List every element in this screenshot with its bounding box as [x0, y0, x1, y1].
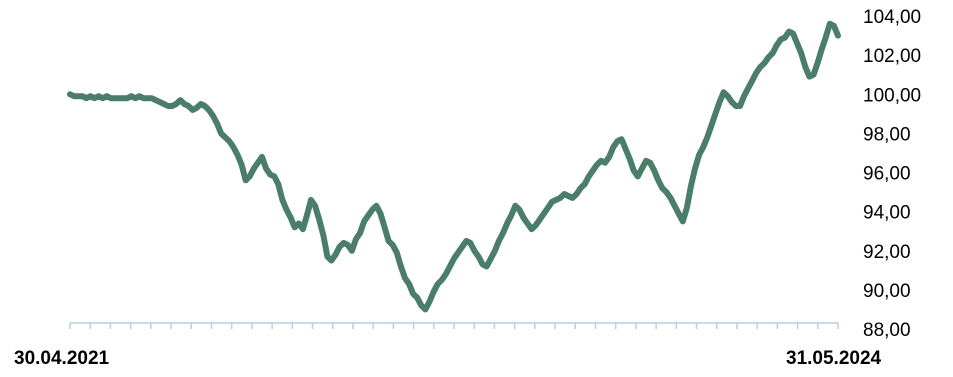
- price-series-line: [67, 20, 841, 313]
- y-tick-label: 90,00: [863, 281, 911, 302]
- x-axis-ticks: [69, 323, 839, 329]
- x-end-date-label: 31.05.2024: [786, 348, 882, 369]
- y-axis-labels: 104,00 102,00 100,00 98,00 96,00 94,00 92,00 90…: [863, 7, 921, 341]
- y-tick-label: 104,00: [863, 7, 921, 28]
- x-start-date-label: 30.04.2021: [14, 348, 110, 369]
- y-tick-label: 96,00: [863, 164, 911, 185]
- y-tick-label: 88,00: [863, 320, 911, 341]
- y-tick-label: 92,00: [863, 242, 911, 263]
- y-tick-label: 102,00: [863, 46, 921, 67]
- y-tick-label: 100,00: [863, 85, 921, 106]
- y-tick-label: 94,00: [863, 203, 911, 224]
- y-tick-label: 98,00: [863, 124, 911, 145]
